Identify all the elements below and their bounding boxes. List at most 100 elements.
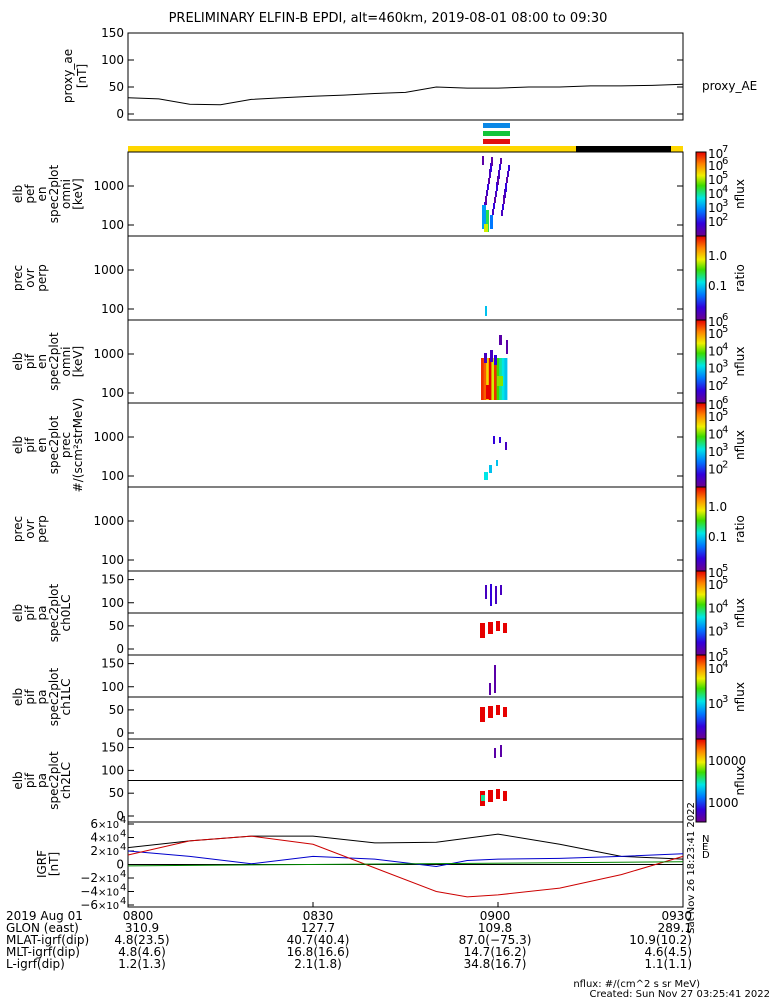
status-bar-blue	[483, 123, 510, 128]
proxy-ae-ylabel-unit: [nT]	[75, 64, 89, 88]
igrf-series-E	[127, 850, 684, 868]
proxy-ae-tick-label: 0	[116, 107, 124, 121]
pif-en-omni-cbar-tick: 10	[708, 344, 723, 358]
pef-spectrogram-cell	[501, 210, 503, 216]
prec-ovr-perp-1-ylabel: perp	[35, 264, 49, 292]
igrf-tick-exp: 4	[120, 815, 126, 826]
pa-ch0-cell	[490, 584, 492, 606]
igrf-tick-x10: ×10	[98, 874, 119, 885]
pef-en-omni-cbar-tick: 10	[708, 187, 723, 201]
pef-spectrogram-cell	[505, 186, 507, 192]
pa-ch0-ylabel: spec2plot	[47, 583, 61, 642]
footer-units-note: nflux: #/(cm^2 s sr MeV)	[573, 979, 700, 990]
pa-ch1-tick-label: 150	[101, 657, 124, 671]
pa-ch1-cbar-label: nflux	[733, 682, 747, 712]
pa-ch2-tick-label: 100	[101, 763, 124, 777]
prec-ovr-perp-2-ylabel: ovr	[23, 519, 37, 538]
pa-ch2-ylabel: elb	[11, 771, 25, 789]
status-strip-yellow	[128, 146, 576, 152]
igrf-tick-label: 6	[90, 817, 98, 831]
pef-en-omni-cbar-tick: 10	[708, 215, 723, 229]
pa-ch0-tick-label: 100	[101, 596, 124, 610]
igrf-series-N	[127, 833, 684, 860]
igrf-tick-exp: 4	[120, 883, 126, 894]
footer-cell: 109.8	[478, 921, 512, 935]
prec-ovr-perp-2-tick-label: 1000	[93, 514, 124, 528]
pa-ch1-ylabel: elb	[11, 688, 25, 706]
igrf-tick-x10: ×10	[98, 820, 119, 831]
pa-ch1-cell	[494, 665, 496, 693]
pif-prec-cell	[493, 436, 495, 444]
igrf-tick-label: −6	[80, 898, 98, 912]
pa-ch1-tick-label: 0	[116, 726, 124, 740]
prec-ovr-perp-2-cbar-label: ratio	[733, 515, 747, 543]
pa-ch2-cell	[494, 748, 496, 758]
pef-en-omni-colorbar	[696, 152, 706, 236]
footer-cell: 10.9(10.2)	[629, 933, 692, 947]
igrf-tick-exp: 4	[120, 829, 126, 840]
proxy-ae-tick-label: 150	[101, 26, 124, 40]
pa-ch0-cbar-tick-exp: 3	[722, 622, 728, 633]
pa-ch2-cbar-tick: 1000	[708, 796, 739, 810]
pif-en-prec-cbar-tick: 10	[708, 428, 723, 442]
pef-en-omni-cbar-tick-exp: 2	[722, 212, 728, 223]
pa-ch0-cell	[485, 585, 487, 599]
pef-spectrogram-cell	[486, 190, 488, 196]
pa-ch2-cell	[496, 789, 500, 799]
pif-prec-cell	[484, 472, 488, 480]
pif-en-omni-ylabel: en	[35, 354, 49, 369]
pif-en-omni-cbar-tick: 10	[708, 379, 723, 393]
pef-en-omni-cbar-tick-exp: 4	[722, 184, 728, 195]
prec-ratio-cell-1	[485, 306, 487, 316]
pef-spectrogram-cell	[487, 184, 489, 190]
pif-spectrogram-cell	[481, 358, 484, 400]
footer-row-label: L-igrf(dip)	[6, 957, 65, 971]
pef-spectrogram-cell	[490, 166, 492, 172]
igrf-tick-label: 0	[116, 858, 124, 872]
pef-en-omni-cbar-top-exp: 7	[722, 144, 728, 155]
igrf-sidebar-note: Sat Nov 26 18:23:41 2022	[686, 802, 697, 934]
pa-ch1-cbar-tick: 10	[708, 697, 723, 711]
igrf-legend-D: D	[702, 850, 710, 861]
pef-spectrogram-cell	[504, 192, 506, 198]
pif-en-prec-cbar-tick-exp: 4	[722, 425, 728, 436]
pa-ch0-ylabel: elb	[11, 604, 25, 622]
pif-spectrogram-cell	[504, 358, 508, 400]
igrf-legend-E: E	[702, 842, 708, 853]
prec-ovr-perp-1-frame	[127, 235, 684, 321]
pa-ch1-cbar-tick-exp: 3	[722, 694, 728, 705]
igrf-tick-x10: ×10	[98, 834, 119, 845]
footer-cell: 0800	[123, 909, 154, 923]
igrf-tick-exp: 4	[120, 842, 126, 853]
pa-ch1-cbar-tick: 10	[708, 662, 723, 676]
igrf-series-green	[127, 861, 684, 867]
pa-ch1-cell	[489, 683, 491, 695]
footer-created: Created: Sun Nov 27 03:25:41 2022	[590, 989, 770, 1000]
prec-ovr-perp-1-cbar-tick: 0.1	[708, 279, 727, 293]
pa-ch1-ylabel: spec2plot	[47, 667, 61, 726]
footer-cell: 0900	[480, 909, 511, 923]
igrf-tick-x10: ×10	[98, 847, 119, 858]
pif-en-omni-ylabel: spec2plot	[47, 332, 61, 391]
prec-ovr-perp-2-ylabel: prec	[11, 516, 25, 542]
prec-ovr-perp-1-ylabel: ovr	[23, 268, 37, 287]
status-strip-yellow-end	[671, 146, 683, 152]
pef-en-omni-ylabel: pef	[23, 184, 37, 204]
igrf-tick-x10: ×10	[98, 888, 119, 899]
pa-ch2-cell	[488, 790, 493, 802]
pef-en-omni-cbar-tick-exp: 6	[722, 156, 728, 167]
pif-en-prec-cbar-tick-exp: 2	[722, 460, 728, 471]
pa-ch2-colorbar-frame	[695, 738, 707, 823]
pa-ch2-colorbar	[696, 739, 706, 822]
igrf-tick-exp: 4	[120, 869, 126, 880]
pa-ch0-ylabel: ch0LC	[59, 595, 73, 632]
prec-ovr-perp-2-frame	[127, 486, 684, 572]
footer-cell: 16.8(16.6)	[287, 945, 350, 959]
pef-en-omni-cbar-top: 10	[708, 147, 723, 161]
pif-en-prec-cbar-tick: 10	[708, 410, 723, 424]
pef-spectrogram-cell	[508, 165, 510, 171]
pef-en-omni-ylabel: [keV]	[71, 178, 85, 209]
pef-en-omni-ylabel: spec2plot	[47, 164, 61, 223]
pef-en-omni-cbar-tick: 10	[708, 201, 723, 215]
